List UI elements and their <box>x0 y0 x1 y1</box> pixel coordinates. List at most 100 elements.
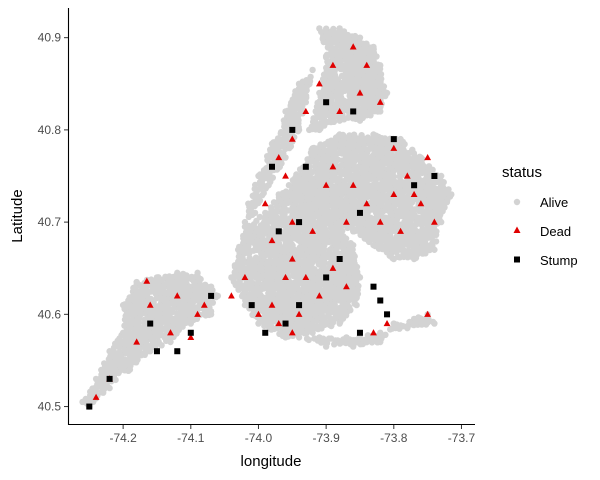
dead-point <box>309 227 316 234</box>
dead-point <box>241 273 249 281</box>
dead-point <box>424 310 432 317</box>
alive-point <box>429 318 437 326</box>
alive-point <box>428 234 435 241</box>
dead-point <box>302 107 310 115</box>
legend-label-alive: Alive <box>540 195 568 210</box>
alive-point <box>103 383 111 391</box>
stump-point <box>262 329 269 336</box>
legend-key-dead <box>513 226 521 233</box>
alive-point <box>133 359 140 366</box>
alive-point <box>294 128 302 135</box>
alive-point <box>245 213 252 221</box>
alive-point <box>443 199 451 206</box>
alive-point <box>412 254 420 262</box>
dead-point <box>329 264 337 271</box>
alive-point <box>318 325 325 332</box>
series-stump <box>86 99 438 410</box>
stump-point <box>153 348 160 355</box>
stump-point <box>296 302 303 309</box>
dead-point <box>390 144 398 151</box>
alive-point <box>303 329 310 337</box>
alive-point <box>309 66 316 74</box>
alive-point <box>288 235 295 242</box>
alive-point <box>90 398 97 406</box>
alive-point <box>367 112 374 119</box>
stump-point <box>275 228 282 235</box>
dead-point <box>315 292 323 299</box>
dead-point <box>417 200 425 207</box>
stump-point <box>289 126 296 133</box>
alive-point <box>349 246 356 253</box>
dead-point <box>356 89 364 96</box>
alive-point <box>325 155 332 163</box>
alive-point <box>321 314 328 321</box>
alive-point <box>209 287 216 294</box>
dead-point <box>410 190 418 198</box>
dead-point <box>173 292 181 299</box>
dead-point <box>343 218 350 225</box>
alive-point <box>331 341 338 348</box>
alive-point <box>342 177 349 184</box>
y-tick-label: 40.6 <box>38 307 62 321</box>
x-tick-label: -74.2 <box>109 431 137 445</box>
alive-point <box>213 293 220 301</box>
stump-point <box>296 219 303 226</box>
alive-point <box>116 344 123 351</box>
stump-point <box>248 302 255 309</box>
alive-point <box>284 199 292 206</box>
alive-point <box>428 245 435 252</box>
alive-point <box>342 202 349 210</box>
alive-point <box>374 108 381 115</box>
dead-point <box>146 301 154 308</box>
legend-label-dead: Dead <box>540 224 571 239</box>
alive-point <box>404 166 411 174</box>
alive-point <box>393 216 400 224</box>
dead-point <box>336 107 344 115</box>
alive-point <box>396 202 403 209</box>
alive-point <box>154 333 162 340</box>
dead-point <box>275 153 283 161</box>
alive-point <box>299 278 306 285</box>
dead-point <box>343 283 350 290</box>
dead-point <box>376 98 384 105</box>
dead-point <box>288 135 296 142</box>
alive-point <box>373 53 380 60</box>
alive-point <box>305 336 312 344</box>
stump-point <box>377 297 384 304</box>
alive-point <box>422 250 429 257</box>
alive-point <box>132 301 139 308</box>
alive-point <box>364 163 371 170</box>
dead-point <box>194 310 201 317</box>
alive-point <box>193 315 201 322</box>
alive-point <box>303 94 310 101</box>
alive-point <box>335 220 342 227</box>
y-tick-label: 40.9 <box>38 31 62 45</box>
stump-point <box>356 209 363 216</box>
alive-point <box>401 141 408 148</box>
alive-point <box>298 98 306 105</box>
alive-point <box>328 322 335 330</box>
alive-point <box>359 114 366 122</box>
alive-point <box>320 210 328 218</box>
alive-point <box>302 264 309 271</box>
alive-point <box>351 300 358 307</box>
dead-point <box>322 181 330 188</box>
alive-point <box>330 114 338 121</box>
alive-point <box>206 311 213 319</box>
dead-point <box>403 172 411 179</box>
dead-point <box>329 163 337 170</box>
x-tick-label: -73.7 <box>448 431 476 445</box>
stump-point <box>370 283 377 290</box>
dead-point <box>288 255 296 262</box>
alive-point <box>408 199 416 206</box>
stump-point <box>431 173 438 179</box>
dead-point <box>397 227 404 234</box>
alive-point <box>378 198 385 205</box>
alive-point <box>137 301 144 308</box>
stump-point <box>147 320 154 327</box>
legend-key-alive <box>513 198 521 206</box>
alive-point <box>165 336 173 344</box>
dead-point <box>275 319 283 327</box>
legend-key-stump <box>514 256 520 263</box>
